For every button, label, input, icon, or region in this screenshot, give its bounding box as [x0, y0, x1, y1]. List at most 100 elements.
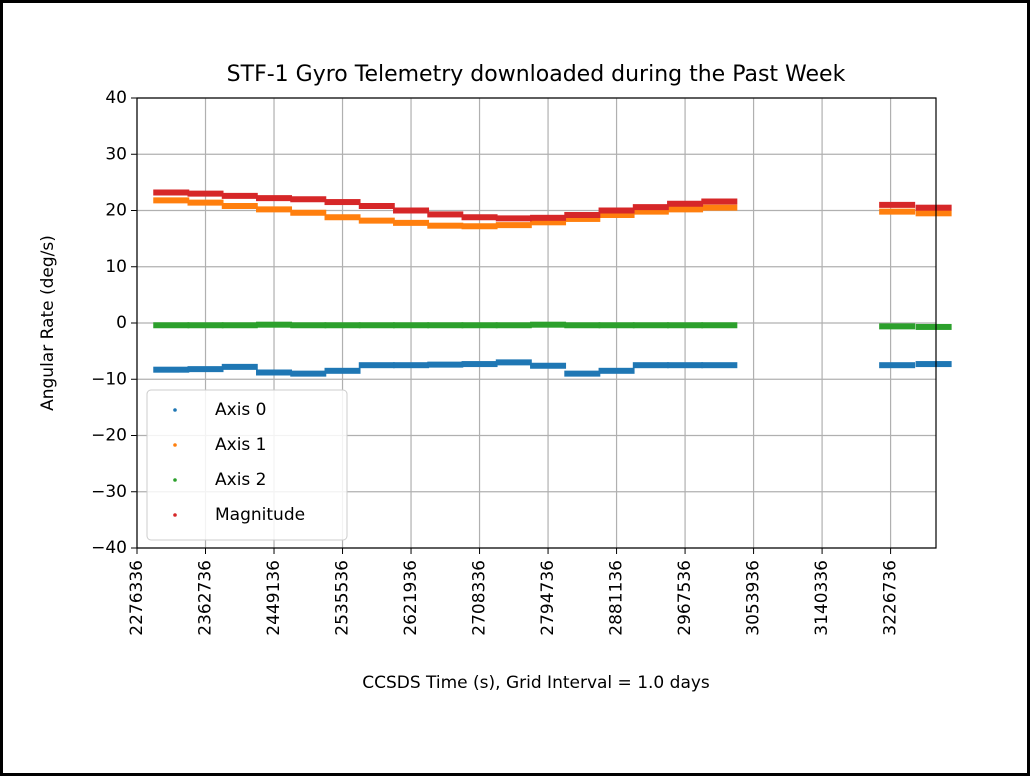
point [393, 322, 430, 329]
point [221, 203, 258, 209]
point [153, 189, 190, 196]
y-tick-label: 20 [105, 201, 127, 221]
point [879, 362, 916, 369]
x-tick-label: 3140336 [812, 560, 832, 636]
chart-title: STF-1 Gyro Telemetry downloaded during t… [227, 62, 846, 87]
point [256, 321, 293, 328]
point [187, 199, 224, 206]
point [153, 197, 190, 204]
point [393, 207, 430, 214]
legend-box [146, 389, 348, 541]
point [915, 210, 952, 217]
x-tick-label: 3226736 [881, 560, 901, 636]
y-tick-label: −20 [91, 426, 127, 446]
legend-label: Axis 2 [215, 470, 267, 490]
point [667, 200, 704, 207]
point [221, 363, 258, 370]
legend-marker [173, 443, 177, 447]
point [701, 204, 738, 211]
point [358, 217, 395, 224]
point [256, 369, 293, 376]
legend-marker [173, 478, 177, 482]
point [427, 211, 464, 218]
x-axis-label: CCSDS Time (s), Grid Interval = 1.0 days [362, 673, 710, 693]
y-tick-label: 0 [116, 313, 127, 333]
point [632, 204, 669, 211]
point [427, 322, 464, 329]
point [632, 322, 669, 329]
x-tick-label: 3053936 [744, 560, 764, 636]
point [427, 222, 464, 229]
point [564, 212, 601, 218]
point [915, 361, 952, 368]
point [879, 208, 916, 215]
point [256, 206, 293, 213]
y-tick-label: −10 [91, 369, 127, 389]
point [530, 321, 567, 328]
point [153, 366, 190, 373]
point [530, 219, 567, 226]
point [187, 322, 224, 329]
point [667, 322, 704, 329]
point [701, 198, 738, 205]
legend-marker [173, 513, 177, 517]
point [221, 322, 258, 329]
point [427, 361, 464, 368]
point [701, 362, 738, 369]
point [187, 366, 224, 373]
point [701, 322, 738, 329]
point [598, 212, 635, 218]
y-tick-label: 30 [105, 144, 127, 164]
point [915, 323, 952, 330]
point [667, 206, 704, 213]
legend-label: Axis 0 [215, 400, 267, 420]
point [564, 322, 601, 329]
point [598, 207, 635, 214]
point [290, 370, 327, 377]
point [632, 208, 669, 215]
point [495, 222, 532, 229]
point [358, 203, 395, 209]
x-tick-label: 2276336 [127, 560, 147, 636]
point [324, 367, 361, 374]
point [495, 359, 532, 366]
x-tick-label: 2794736 [538, 560, 558, 636]
point [598, 322, 635, 329]
legend-label: Axis 1 [215, 435, 267, 455]
point [290, 196, 327, 203]
legend-marker [173, 408, 177, 412]
point [598, 367, 635, 374]
legend-label: Magnitude [215, 505, 305, 525]
point [915, 204, 952, 211]
point [393, 362, 430, 369]
x-tick-label: 2881136 [607, 560, 627, 636]
plot-border [136, 97, 937, 549]
point [358, 362, 395, 369]
x-tick-label: 2535536 [333, 560, 353, 636]
y-axis-label: Angular Rate (deg/s) [38, 235, 58, 411]
point [461, 361, 498, 368]
point [153, 322, 190, 329]
point [667, 362, 704, 369]
y-tick-label: −40 [91, 538, 127, 558]
x-tick-label: 2967536 [675, 560, 695, 636]
point [461, 214, 498, 221]
point [879, 201, 916, 208]
x-tick-label: 2708336 [470, 560, 490, 636]
point [290, 322, 327, 329]
point [393, 219, 430, 226]
point [530, 214, 567, 221]
x-tick-label: 2621936 [401, 560, 421, 636]
point [324, 199, 361, 206]
point [632, 362, 669, 369]
point [221, 192, 258, 199]
point [187, 190, 224, 197]
point [879, 323, 916, 330]
point [495, 215, 532, 222]
y-tick-label: −30 [91, 482, 127, 502]
point [290, 209, 327, 216]
y-tick-label: 10 [105, 257, 127, 277]
point [324, 214, 361, 221]
